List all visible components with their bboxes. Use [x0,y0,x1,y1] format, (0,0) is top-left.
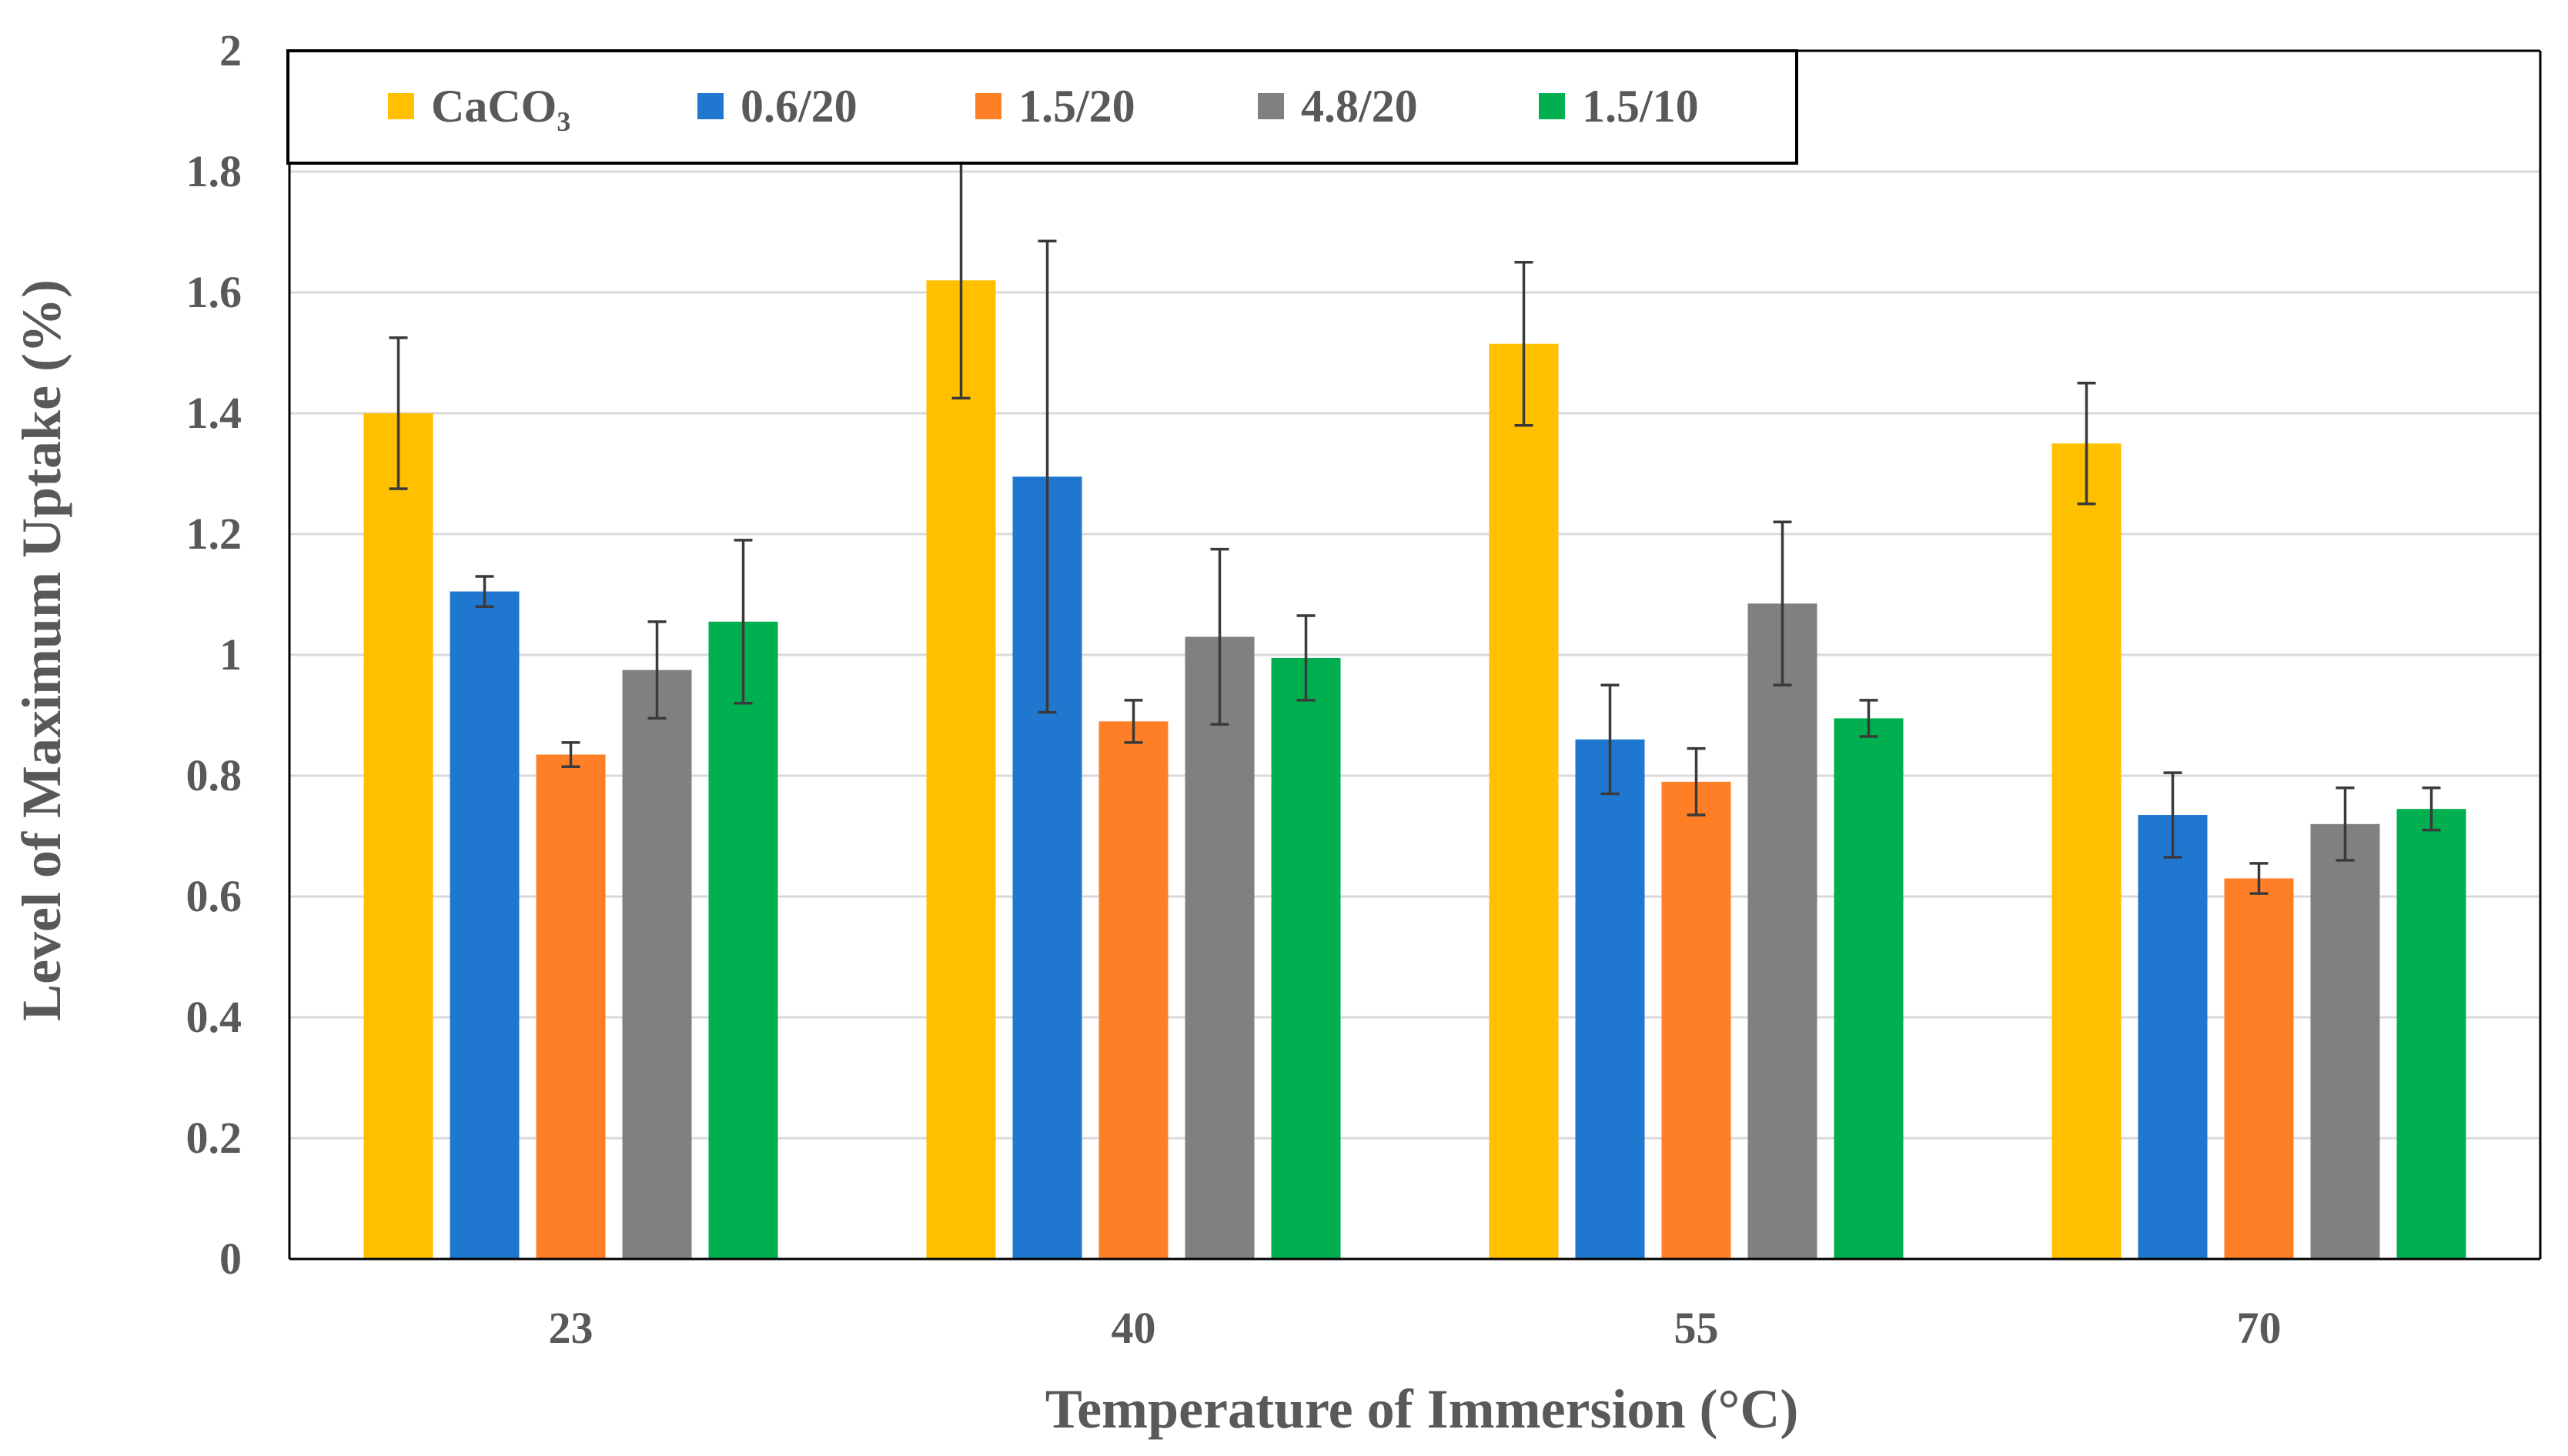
y-tick-label: 0.6 [186,871,242,921]
legend-label: 4.8/20 [1301,81,1418,132]
y-tick-label: 1.2 [186,509,242,559]
x-axis-title: Temperature of Immersion (°C) [1045,1378,1799,1440]
y-tick-label: 1.8 [186,146,242,196]
bar [1747,603,1817,1259]
bar [2396,809,2466,1259]
x-tick-label: 23 [549,1303,594,1353]
y-axis-title: Level of Maximum Uptake (%) [11,279,72,1021]
legend-label: 1.5/20 [1018,81,1135,132]
legend-label: 1.5/10 [1582,81,1699,132]
bar [2051,443,2122,1259]
y-tick-label: 2 [219,25,242,75]
bar [708,621,778,1259]
bar [1489,343,1559,1260]
legend: CaCO₃ 0.6/20 1.5/20 4.8/20 1.5/10 [286,49,1798,165]
bar [1271,657,1341,1259]
legend-label: 0.6/20 [741,81,858,132]
bar [450,591,520,1259]
legend-label: CaCO₃ [431,81,570,132]
legend-swatch [1258,93,1284,119]
error-bars [389,161,2441,895]
bar [1185,636,1255,1259]
y-tick-label: 1 [219,629,242,680]
x-tick-label: 70 [2237,1303,2282,1353]
y-tick-label: 1.4 [186,388,242,438]
y-tick-labels: 0 0.2 0.4 0.6 0.8 1 1.2 1.4 1.6 1.8 2 [186,25,242,1284]
bar [1098,721,1169,1259]
bar [2138,815,2208,1259]
y-tick-label: 0 [219,1234,242,1284]
bar [2224,878,2294,1259]
x-tick-label: 55 [1674,1303,1719,1353]
bar [363,413,433,1259]
legend-swatch [975,93,1001,119]
bar [1575,739,1645,1259]
bar [926,280,996,1259]
bar [536,754,606,1259]
bar [1661,781,1731,1259]
bar [1834,718,1904,1259]
y-tick-label: 0.2 [186,1113,242,1163]
bars [363,280,2466,1260]
x-tick-label: 40 [1112,1303,1156,1353]
x-tick-labels: 23 40 55 70 [549,1303,2282,1353]
legend-swatch [697,93,724,119]
y-tick-label: 0.4 [186,992,242,1042]
bar [622,670,692,1259]
legend-swatch [1539,93,1565,119]
y-tick-label: 1.6 [186,267,242,317]
y-tick-label: 0.8 [186,750,242,800]
legend-swatch [388,93,414,119]
bar [2310,823,2380,1259]
